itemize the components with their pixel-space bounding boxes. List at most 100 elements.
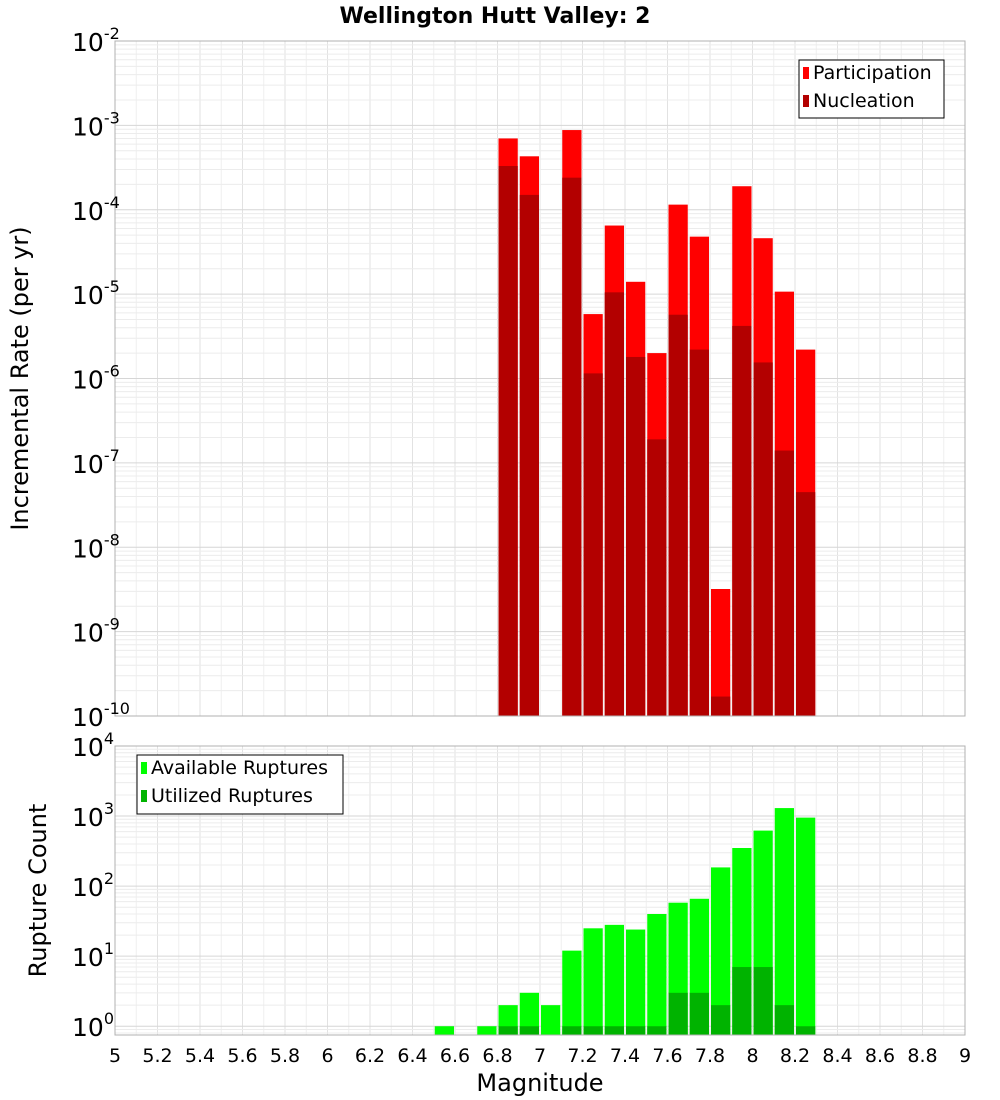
x-tick-label: 8.4 [822, 1045, 852, 1067]
x-tick-label: 6.2 [355, 1045, 385, 1067]
y-tick-label: 102 [72, 869, 114, 902]
legend-box [798, 59, 945, 119]
bar [604, 292, 624, 716]
x-tick-label: 5.6 [227, 1045, 257, 1067]
bar [583, 928, 603, 1035]
bar [774, 1005, 794, 1035]
x-tick-label: 6.8 [482, 1045, 512, 1067]
y-tick-label: 10-7 [72, 446, 120, 479]
legend-entry: Utilized Ruptures [151, 785, 313, 807]
bar [583, 1026, 603, 1035]
x-tick-label: 6 [321, 1045, 333, 1067]
bar [668, 314, 688, 716]
y-tick-label: 10-2 [72, 24, 120, 57]
bar [668, 992, 688, 1035]
y-tick-label: 103 [72, 799, 114, 832]
y-tick-label: 10-5 [72, 277, 120, 310]
legend-entry: Available Ruptures [151, 757, 328, 779]
y-tick-label: 10-4 [72, 193, 120, 226]
x-tick-label: 7.4 [610, 1045, 640, 1067]
bar [711, 1005, 731, 1035]
x-tick-label: 7.6 [652, 1045, 682, 1067]
grid [114, 41, 966, 717]
x-tick-label: 8 [746, 1045, 758, 1067]
x-tick-label: 6.4 [397, 1045, 427, 1067]
series-utilized-ruptures [498, 967, 816, 1035]
x-tick-label: 7 [534, 1045, 546, 1067]
bar [753, 967, 773, 1035]
bar [711, 867, 731, 1035]
bar [604, 924, 624, 1035]
x-tick-label: 8.2 [780, 1045, 810, 1067]
plot-frame [114, 745, 966, 1036]
bar [774, 450, 794, 716]
bar [626, 356, 646, 716]
bar [477, 1026, 497, 1035]
y-axis-label: Rupture Count [24, 804, 52, 978]
legend-box [136, 754, 344, 815]
x-tick-label: 7.8 [695, 1045, 725, 1067]
bar [519, 1026, 539, 1035]
legend-swatch [141, 762, 147, 774]
bar [689, 349, 709, 716]
x-tick-label: 6.6 [440, 1045, 470, 1067]
legend-swatch [803, 95, 809, 107]
bar [562, 950, 582, 1035]
bar [519, 992, 539, 1035]
y-tick-labels: 10-10 10-9 10-8 10-7 10-6 10-5 10-4 10-3 10-2 [72, 24, 130, 732]
bar [647, 439, 667, 716]
bar [647, 914, 667, 1035]
bar [647, 1026, 667, 1035]
legend-swatch [803, 67, 809, 79]
x-tick-label: 9 [959, 1045, 971, 1067]
legend-swatch [141, 790, 147, 802]
y-axis-label: Incremental Rate (per yr) [6, 226, 34, 530]
x-tick-label: 5.2 [142, 1045, 172, 1067]
x-tick-label: 8.6 [865, 1045, 895, 1067]
x-tick-label: 5.8 [270, 1045, 300, 1067]
y-tick-label: 10-6 [72, 362, 120, 395]
bar [732, 967, 752, 1035]
x-tick-label: 5 [109, 1045, 121, 1067]
bar [774, 808, 794, 1035]
bar [519, 194, 539, 716]
bar [689, 992, 709, 1035]
x-axis: 5 5.2 5.4 5.6 5.8 6 6.2 6.4 6.6 6.8 7 7.2 7.4 7.6 7.8 8… [109, 1045, 971, 1067]
x-tick-label: 7.2 [567, 1045, 597, 1067]
bar [562, 1026, 582, 1035]
bar [626, 1026, 646, 1035]
bar [711, 696, 731, 716]
x-tick-label: 8.8 [907, 1045, 937, 1067]
bar [541, 1005, 561, 1035]
bar [732, 325, 752, 716]
bar [498, 166, 518, 717]
rupture-count-panel: 100 101 102 103 104 Rupture Count Available Ru… [24, 729, 966, 1042]
bar [604, 1026, 624, 1035]
bar [796, 817, 816, 1035]
y-tick-labels: 100 101 102 103 104 [72, 729, 114, 1042]
y-tick-label: 10-10 [72, 699, 130, 732]
chart-title: Wellington Hutt Valley: 2 [340, 4, 651, 29]
participation-nucleation-panel: 10-10 10-9 10-8 10-7 10-6 10-5 10-4 10-3 10-2 Inc… [6, 24, 966, 732]
bar [562, 177, 582, 716]
series-nucleation [498, 166, 816, 717]
legend: Available Ruptures Utilized Ruptures [136, 754, 344, 815]
y-tick-label: 104 [72, 729, 114, 762]
y-tick-label: 10-9 [72, 615, 120, 648]
x-tick-label: 5.4 [185, 1045, 215, 1067]
legend: Participation Nucleation [798, 59, 945, 119]
y-tick-label: 10-8 [72, 530, 120, 563]
bar [626, 929, 646, 1035]
x-axis-label: Magnitude [476, 1069, 603, 1097]
bar [711, 589, 731, 716]
bar [796, 1026, 816, 1035]
legend-entry: Participation [813, 62, 932, 84]
bar [434, 1026, 454, 1035]
y-tick-label: 101 [72, 939, 114, 972]
bar [753, 362, 773, 716]
y-tick-label: 10-3 [72, 108, 120, 141]
y-tick-label: 100 [72, 1009, 114, 1042]
bar [583, 373, 603, 716]
bar [796, 492, 816, 716]
